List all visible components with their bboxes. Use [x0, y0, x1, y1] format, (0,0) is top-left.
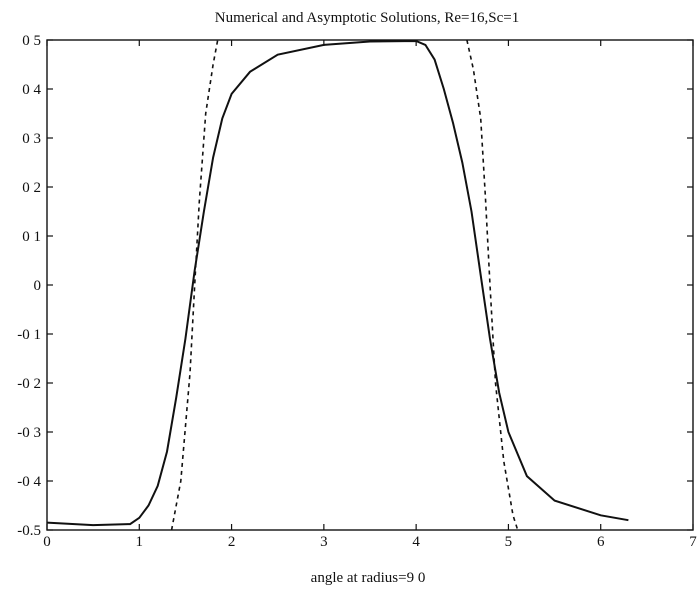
y-tick-label: 0 3 — [22, 131, 41, 147]
y-axis: 0 5 0 4 0 3 0 2 0 1 0 -0 1 -0 2 -0 3 -0 4 -0.5 — [17, 33, 693, 539]
x-axis: 0 1 2 3 4 5 6 7 — [43, 40, 697, 550]
x-axis-label: angle at radius=9 0 — [311, 570, 426, 586]
x-tick-label: 6 — [597, 534, 605, 550]
x-tick-label: 0 — [43, 534, 51, 550]
asymptotic-solution-line-1 — [170, 39, 219, 531]
y-tick-label: -0 2 — [17, 376, 41, 392]
numerical-solution-line — [46, 39, 629, 527]
x-tick-label: 5 — [505, 534, 513, 550]
chart-title: Numerical and Asymptotic Solutions, Re=1… — [215, 10, 519, 26]
y-tick-label: 0 4 — [22, 82, 41, 98]
plot-frame — [46, 39, 694, 531]
y-tick-label: -0 4 — [17, 474, 41, 490]
y-tick-label: -0 3 — [17, 425, 41, 441]
y-tick-label: 0 5 — [22, 33, 41, 49]
x-tick-label: 7 — [689, 534, 697, 550]
series-layer — [46, 39, 629, 531]
y-tick-label: -0.5 — [17, 523, 41, 539]
x-tick-label: 1 — [136, 534, 144, 550]
x-tick-label: 4 — [412, 534, 420, 550]
asymptotic-solution-line-2 — [466, 39, 519, 531]
y-tick-label: 0 2 — [22, 180, 41, 196]
x-tick-label: 3 — [320, 534, 328, 550]
y-tick-label: 0 1 — [22, 229, 41, 245]
y-tick-label: 0 — [34, 278, 42, 294]
y-tick-label: -0 1 — [17, 327, 41, 343]
x-tick-label: 2 — [228, 534, 236, 550]
